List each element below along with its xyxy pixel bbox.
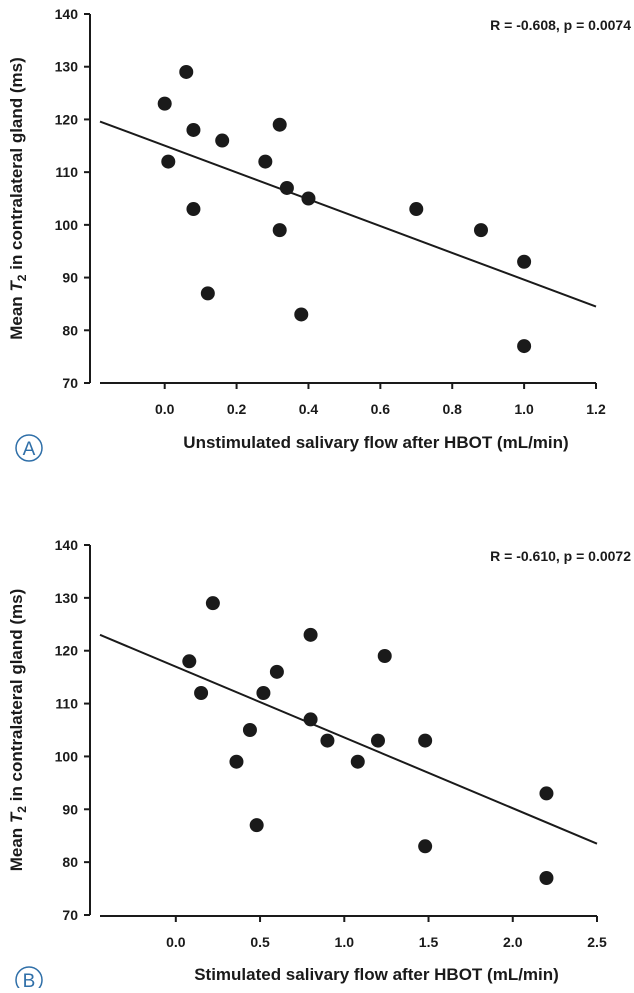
panel-label: A — [23, 439, 36, 460]
x-tick-label: 0.6 — [371, 401, 391, 417]
data-point — [272, 117, 287, 132]
data-point — [303, 627, 318, 642]
data-point — [409, 202, 424, 217]
x-axis-label: Stimulated salivary flow after HBOT (mL/… — [194, 965, 559, 984]
data-point — [294, 307, 309, 322]
x-tick-label: 0.5 — [250, 934, 270, 950]
x-tick-label: 0.0 — [155, 401, 175, 417]
data-point — [473, 223, 488, 238]
data-point — [258, 154, 273, 169]
data-point — [350, 754, 365, 769]
x-tick-label: 0.8 — [442, 401, 462, 417]
x-tick-label: 1.5 — [419, 934, 439, 950]
y-axis-label-subscript: 2 — [15, 806, 29, 813]
y-tick-label: 140 — [55, 6, 79, 22]
data-point — [370, 733, 385, 748]
y-tick-label: 80 — [62, 322, 78, 338]
y-axis-label-variable: T — [7, 811, 26, 823]
y-axis-label: Mean T2 in contralateral gland (ms) — [7, 57, 29, 340]
data-point — [249, 818, 264, 833]
x-tick-label: 0.4 — [299, 401, 319, 417]
y-tick-label: 130 — [55, 59, 79, 75]
x-tick-label: 2.0 — [503, 934, 523, 950]
data-point — [200, 286, 215, 301]
y-axis-label-prefix: Mean — [7, 292, 26, 340]
data-point — [320, 733, 335, 748]
x-tick-label: 1.0 — [335, 934, 355, 950]
data-point — [418, 839, 433, 854]
data-point — [186, 202, 201, 217]
data-point — [539, 786, 554, 801]
y-axis-label-suffix: in contralateral gland (ms) — [7, 589, 26, 806]
data-point — [256, 686, 271, 700]
y-tick-label: 110 — [55, 164, 78, 180]
panel-label-circle — [15, 966, 43, 993]
y-tick-label: 110 — [55, 696, 78, 712]
x-axis-label: Unstimulated salivary flow after HBOT (m… — [183, 433, 568, 452]
data-point — [377, 649, 392, 663]
data-point — [303, 712, 318, 727]
y-tick-label: 130 — [55, 590, 79, 606]
data-point — [272, 223, 287, 238]
y-tick-label: 90 — [62, 270, 78, 286]
y-axis-label: Mean T2 in contralateral gland (ms) — [7, 589, 29, 872]
y-tick-label: 70 — [62, 907, 78, 923]
data-point — [157, 96, 172, 111]
y-tick-label: 70 — [62, 375, 78, 391]
y-tick-label: 100 — [55, 748, 79, 764]
stats-annotation: R = -0.610, p = 0.0072 — [490, 548, 631, 564]
y-tick-label: 100 — [55, 217, 79, 233]
data-point — [229, 754, 244, 769]
data-point — [215, 133, 230, 148]
data-point — [517, 339, 532, 354]
regression-line — [99, 633, 598, 845]
stats-annotation: R = -0.608, p = 0.0074 — [490, 17, 631, 33]
y-tick-label: 120 — [55, 111, 79, 127]
data-point — [269, 664, 284, 679]
y-tick-label: 140 — [55, 537, 79, 553]
data-point — [279, 180, 294, 195]
y-axis-label-subscript: 2 — [15, 274, 29, 281]
y-tick-label: 90 — [62, 801, 78, 817]
regression-line — [99, 120, 597, 308]
x-tick-label: 1.2 — [586, 401, 606, 417]
y-axis-label-prefix: Mean — [7, 823, 26, 871]
data-point — [539, 871, 554, 885]
panel-b: 70 80 90 100 110 120 130 140 0.0 0.5 1.0 1.5 2.0 2.5 R… — [7, 537, 631, 993]
y-tick-label: 80 — [62, 854, 78, 870]
panel-a: 70 80 90 100 110 120 130 140 0.0 0.2 0.4 0.6 0.8 1.0 1… — [7, 6, 631, 462]
data-point — [418, 733, 433, 748]
y-axis-label-variable: T — [7, 280, 26, 292]
x-tick-label: 2.5 — [587, 934, 607, 950]
data-point — [242, 723, 257, 737]
data-point — [161, 154, 176, 169]
data-point — [182, 654, 197, 669]
data-point — [179, 64, 194, 79]
data-point — [517, 254, 532, 269]
data-point — [186, 122, 201, 137]
x-tick-label: 1.0 — [514, 401, 534, 417]
data-point — [301, 191, 316, 206]
panel-label: B — [23, 971, 36, 988]
data-point — [205, 596, 220, 611]
data-point — [194, 686, 209, 700]
y-tick-label: 120 — [55, 643, 79, 659]
x-tick-label: 0.2 — [227, 401, 247, 417]
y-axis-label-suffix: in contralateral gland (ms) — [7, 57, 26, 274]
x-tick-label: 0.0 — [166, 934, 186, 950]
panel-label-circle — [15, 434, 43, 462]
